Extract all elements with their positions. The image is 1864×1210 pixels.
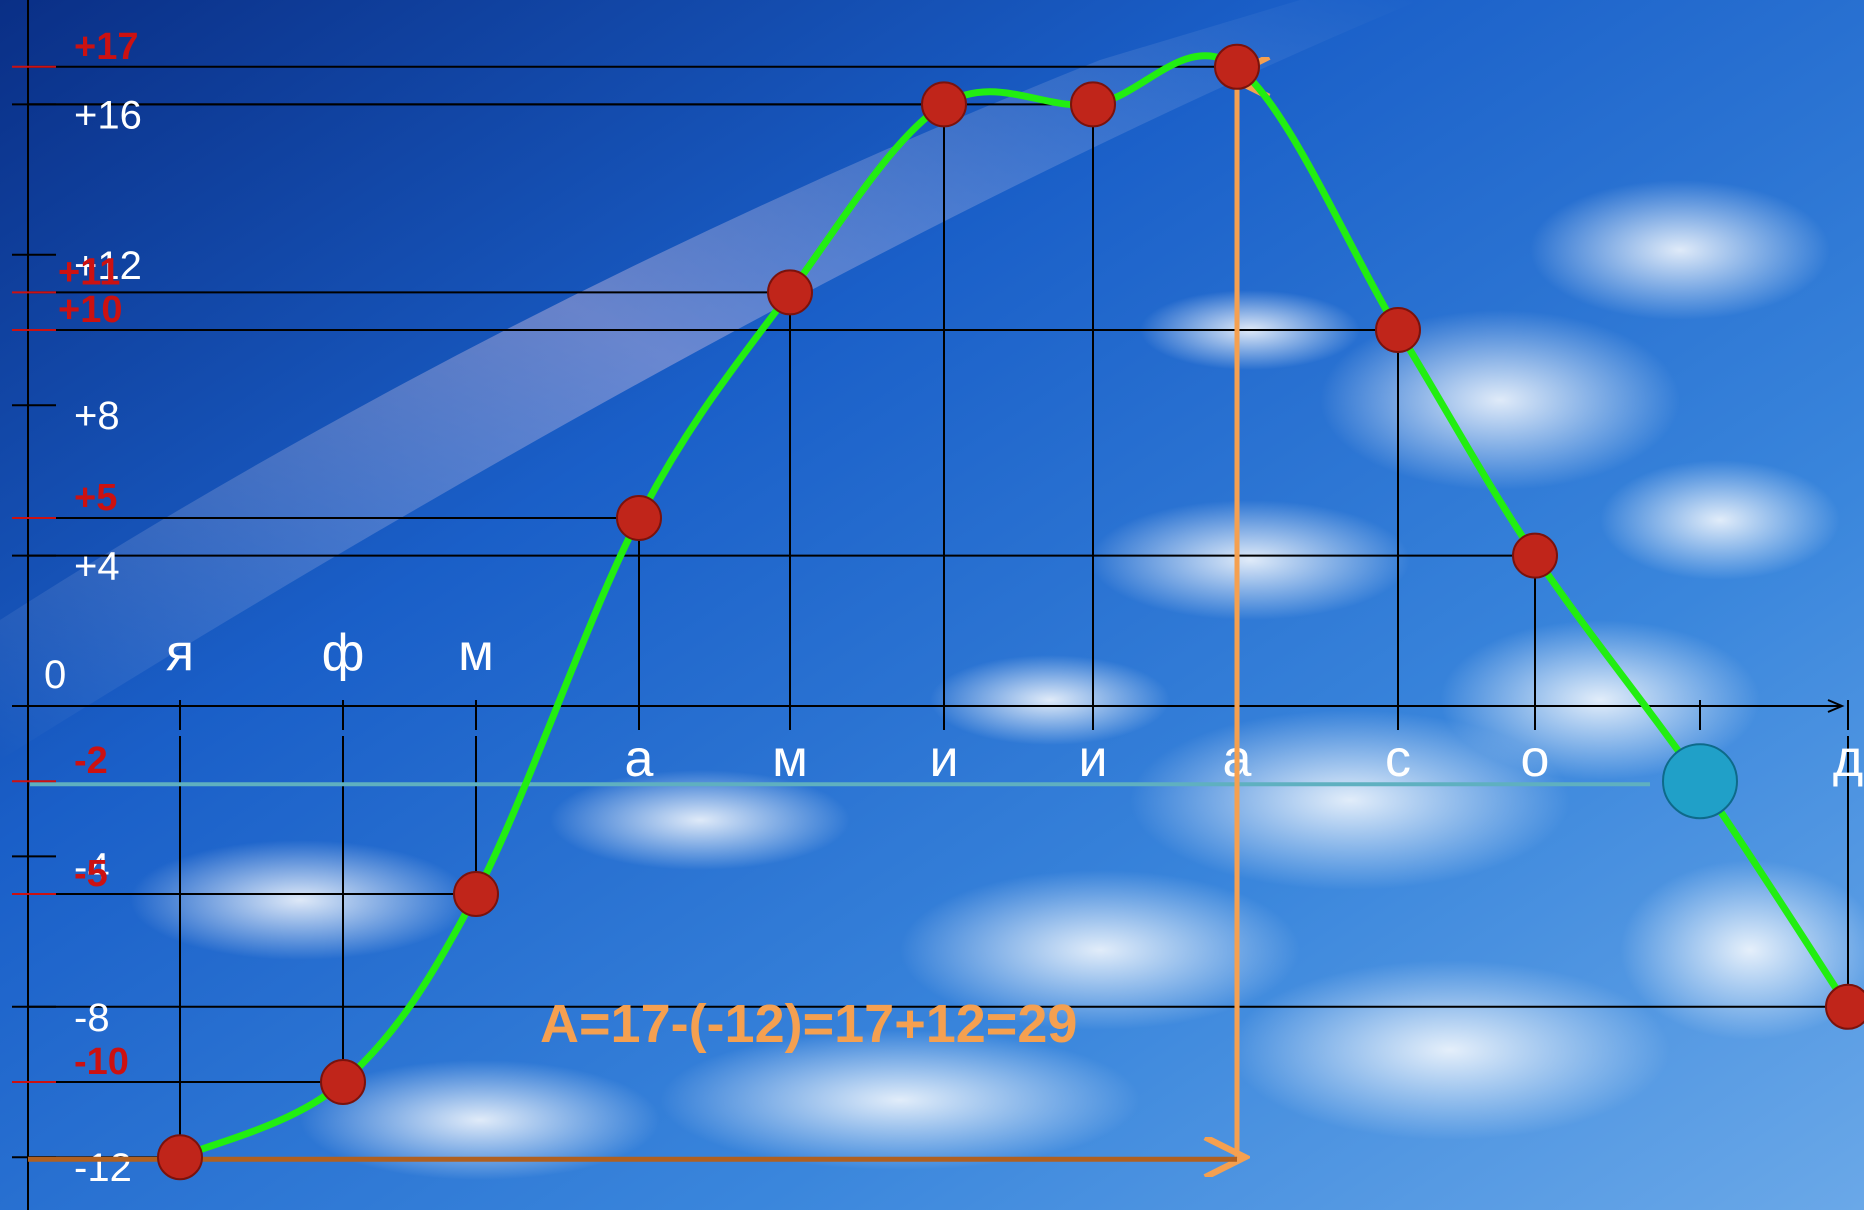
y-tick-label: -5 xyxy=(74,853,108,895)
cloud-puff xyxy=(300,1060,660,1180)
y-tick-label: +17 xyxy=(74,26,138,68)
x-tick-label: я xyxy=(166,624,194,682)
data-point xyxy=(1825,983,1864,1030)
x-tick-label: м xyxy=(772,730,808,788)
x-tick-label: д xyxy=(1833,730,1863,788)
cloud-puff xyxy=(930,655,1170,745)
x-tick-label: о xyxy=(1521,730,1550,788)
cloud-puff xyxy=(1230,960,1670,1140)
cloud-puff xyxy=(660,1030,1140,1170)
x-tick-label: м xyxy=(458,624,494,682)
cloud-puff xyxy=(1090,500,1410,620)
data-point xyxy=(921,81,967,128)
amplitude-marker xyxy=(28,77,1237,1159)
amplitude-formula-label: A=17-(-12)=17+12=29 xyxy=(540,994,1077,1054)
cloud-puff xyxy=(1530,180,1830,320)
y-tick-label: -10 xyxy=(74,1041,129,1083)
data-points xyxy=(157,43,1864,1181)
y-tick-label: +16 xyxy=(74,93,142,137)
data-point xyxy=(1214,43,1260,90)
y-tick-label: +5 xyxy=(74,477,117,519)
grid-lines xyxy=(28,65,1849,1159)
y-tick-label: -12 xyxy=(74,1146,132,1190)
cloud-puff xyxy=(1320,310,1680,490)
data-point xyxy=(1512,532,1558,579)
cloud-puff xyxy=(1620,860,1864,1040)
y-tick-label: -2 xyxy=(74,740,108,782)
y-tick-label: +11 xyxy=(58,251,120,293)
x-tick-label: а xyxy=(625,730,654,788)
cloud-decoration xyxy=(0,0,1864,1180)
cloud-puff xyxy=(1600,460,1840,580)
cloud-puff xyxy=(130,840,470,960)
data-point xyxy=(767,269,813,316)
cloud-puff xyxy=(1440,620,1760,780)
y-tick-labels: +17 +16 +12+11+10 +8 +5 +4 0 -2 -4-5 -8-10 -12 xyxy=(12,26,142,1190)
data-point xyxy=(616,495,662,541)
x-tick-label: с xyxy=(1385,730,1411,788)
data-point xyxy=(1070,81,1116,128)
x-tick-label: и xyxy=(929,730,958,788)
y-tick-label: -8 xyxy=(74,996,110,1040)
highlight-point xyxy=(1662,743,1738,820)
y-tick-label: +12 xyxy=(74,244,142,288)
y-tick-label: +10 xyxy=(58,289,122,331)
data-point xyxy=(453,871,499,917)
data-point xyxy=(157,1134,203,1181)
y-tick-label: +4 xyxy=(74,545,120,589)
cloud-puff xyxy=(550,770,850,870)
data-point xyxy=(1375,307,1421,353)
y-tick-label: 0 xyxy=(44,653,66,697)
cloud-puff xyxy=(900,870,1300,1030)
data-point xyxy=(320,1059,366,1105)
x-tick-label: ф xyxy=(322,624,365,682)
x-tick-label: и xyxy=(1078,730,1107,788)
y-tick-label: +8 xyxy=(74,394,120,438)
x-axis-arrow xyxy=(1827,699,1845,713)
y-tick-label: -4 xyxy=(74,845,110,889)
